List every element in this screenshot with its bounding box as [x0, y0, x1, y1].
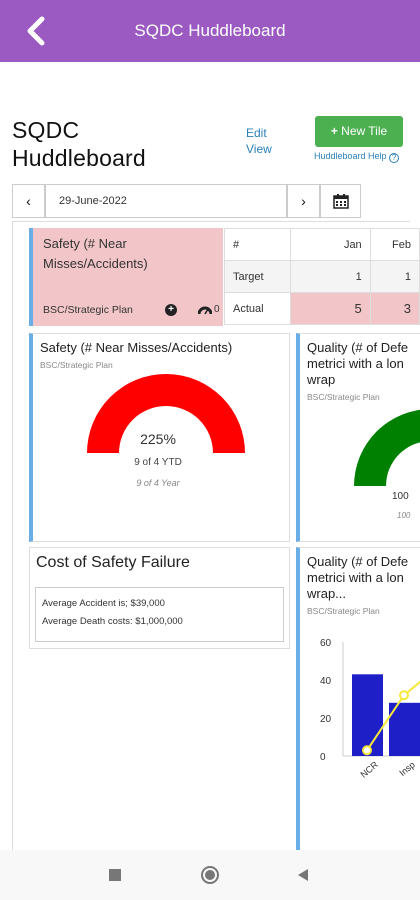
actual-jan: 5 [290, 292, 371, 325]
quality-title-line1: Quality (# of Defe [307, 340, 409, 355]
table-header-feb: Feb [369, 228, 420, 261]
quality-chart-bsc: BSC/Strategic Plan [307, 606, 380, 616]
cost-tile-title: Cost of Safety Failure [36, 554, 190, 571]
actual-feb: 3 [369, 292, 420, 325]
plus-icon: + [330, 124, 338, 138]
edit-view-link[interactable]: Edit View [246, 126, 272, 156]
table-corner: # [223, 228, 292, 261]
quality-chart-title-line3: wrap... [307, 586, 347, 601]
summary-table: # Jan Feb Target 1 1 Actual 5 3 [223, 228, 420, 325]
chart-y-tick-label: 0 [320, 752, 326, 763]
target-feb: 1 [369, 260, 420, 293]
board-frame [12, 221, 410, 861]
page-title-line2: Huddleboard [12, 145, 146, 171]
quality-gauge [354, 409, 420, 486]
chart-line-point [399, 690, 409, 701]
help-icon: ? [389, 153, 400, 163]
huddleboard-help-link[interactable]: Huddleboard Help ? [314, 151, 400, 163]
summary-strip-bsc: BSC/Strategic Plan [43, 304, 133, 316]
chart-y-tick-label: 20 [320, 714, 332, 725]
help-label: Huddleboard Help [314, 151, 387, 161]
app-bar-title: SQDC Huddleboard [134, 21, 286, 40]
quality-chart-tile[interactable]: Quality (# of Defe metrici with a lon wr… [296, 547, 420, 857]
row-label-target: Target [223, 260, 292, 293]
quality-title-line2: metrici with a lon [307, 356, 404, 371]
summary-strip-header [33, 228, 223, 326]
cost-tile[interactable]: Cost of Safety Failure [29, 547, 290, 649]
target-jan: 1 [290, 260, 371, 293]
safety-gauge-tile[interactable]: Safety (# Near Misses/Accidents) BSC/Str… [29, 333, 290, 542]
quality-chart-title: Quality (# of Defe metrici with a lon wr… [307, 554, 408, 602]
cost-details: Average Accident is; $39,000 Average Dea… [35, 587, 284, 642]
chart-bar [352, 674, 383, 756]
system-nav-bar [0, 850, 420, 900]
app-bar: SQDC Huddleboard [0, 0, 420, 62]
quality-gauge-tile[interactable]: Quality (# of Defe metrici with a lon wr… [296, 333, 420, 542]
date-input[interactable]: 29-June-2022 [45, 184, 287, 218]
chevron-left-icon: ‹ [26, 193, 31, 209]
table-row: Actual 5 3 [223, 292, 420, 325]
safety-gauge [87, 374, 245, 453]
gauge-count: 0 [214, 304, 220, 315]
quality-gauge-arc [354, 409, 420, 486]
quality-chart-title-line1: Quality (# of Defe [307, 554, 409, 569]
gauge-icon[interactable] [198, 305, 212, 315]
quality-bar-chart: 0 20 40 60 NCR Insp [320, 638, 420, 780]
quality-title-line3: wrap [307, 372, 336, 387]
safety-tile-title: Safety (# Near Misses/Accidents) [40, 340, 233, 355]
safety-ytd: 9 of 4 YTD [134, 457, 182, 468]
cost-line-accident: Average Accident is; $39,000 [42, 598, 165, 609]
chart-line-point [362, 745, 372, 756]
table-row: # Jan Feb [223, 228, 420, 261]
nav-square-icon[interactable] [109, 869, 121, 881]
calendar-icon [332, 194, 349, 209]
chart-y-tick-label: 60 [320, 638, 332, 649]
summary-strip-title: Safety (# Near Misses/Accidents) [43, 236, 148, 271]
chart-y-tick-label: 40 [320, 676, 332, 687]
back-icon[interactable] [22, 14, 52, 48]
row-label-actual: Actual [223, 292, 292, 325]
quality-tile-title: Quality (# of Defe metrici with a lon wr… [307, 340, 408, 388]
plus-circle-icon[interactable]: + [165, 304, 177, 316]
summary-strip[interactable] [29, 228, 410, 326]
chevron-right-icon: › [301, 193, 306, 209]
chart-bar [389, 702, 420, 756]
next-date-button[interactable]: › [287, 184, 320, 218]
chart-x-tick-label: Insp [397, 759, 416, 778]
quality-value: 100 [392, 491, 409, 502]
calendar-button[interactable] [320, 184, 361, 218]
table-row: Target 1 1 [223, 260, 420, 293]
cost-line-death: Average Death costs: $1,000,000 [42, 616, 183, 627]
quality-chart-title-line2: metrici with a lon [307, 570, 404, 585]
quality-tile-bsc: BSC/Strategic Plan [307, 392, 380, 402]
nav-triangle-icon[interactable] [297, 868, 309, 882]
chart-x-tick-label: NCR [359, 759, 381, 780]
previous-date-button[interactable]: ‹ [12, 184, 45, 218]
new-tile-label: New Tile [341, 124, 388, 138]
nav-circle-icon[interactable] [200, 865, 220, 885]
safety-tile-bsc: BSC/Strategic Plan [40, 360, 113, 370]
table-header-jan: Jan [290, 228, 371, 261]
page-title: SQDC Huddleboard [12, 116, 146, 172]
new-tile-button[interactable]: + New Tile [315, 116, 403, 147]
page-title-line1: SQDC [12, 117, 80, 143]
quality-value-year: 100 [397, 511, 411, 520]
safety-gauge-arc [87, 374, 245, 453]
safety-percent: 225% [140, 431, 176, 447]
safety-year: 9 of 4 Year [136, 478, 180, 486]
